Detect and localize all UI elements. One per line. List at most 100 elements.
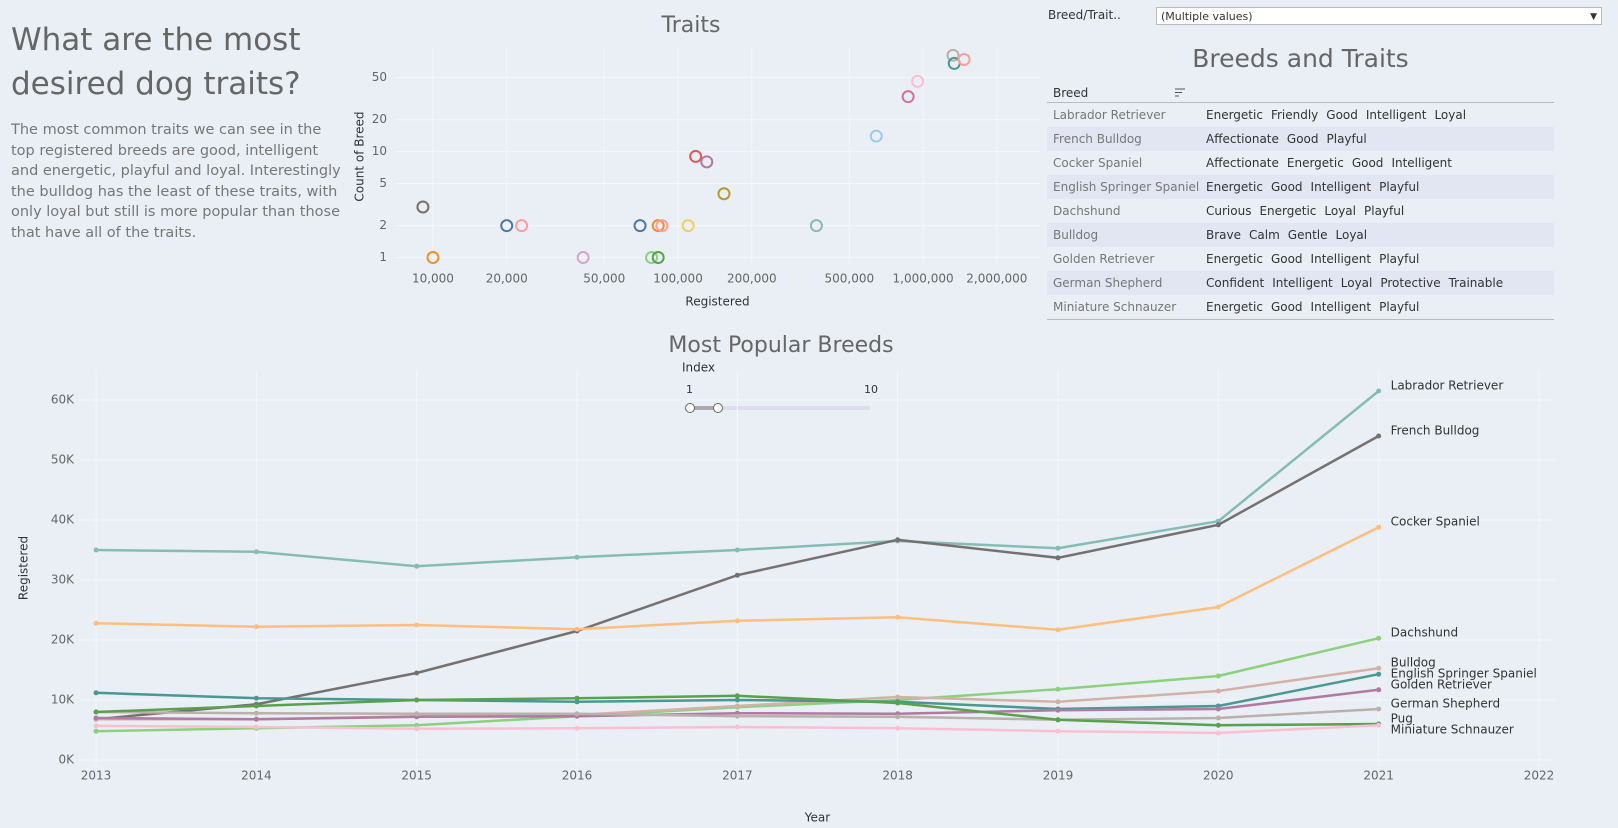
- x-tick-label: 20,000: [486, 272, 528, 286]
- scatter-point: [717, 187, 731, 201]
- series-point: [734, 693, 740, 699]
- trait: Confident: [1206, 276, 1265, 290]
- slider-max: 10: [864, 383, 878, 396]
- x-tick-label: 2022: [1524, 769, 1555, 783]
- trait: Good: [1286, 132, 1319, 146]
- breed-cell: Miniature Schnauzer: [1053, 295, 1176, 319]
- slider-min: 1: [686, 383, 693, 396]
- y-tick-label: 2: [379, 218, 387, 232]
- series-label: Dachshund: [1391, 626, 1458, 640]
- breed-cell: German Shepherd: [1053, 271, 1162, 295]
- series-label: French Bulldog: [1391, 424, 1480, 438]
- trait: Protective: [1380, 276, 1441, 290]
- breed-cell: Bulldog: [1053, 223, 1098, 247]
- trait: Playful: [1326, 132, 1367, 146]
- y-tick-label: 40K: [51, 513, 75, 527]
- series-point: [93, 723, 99, 729]
- x-tick-label: 2013: [81, 769, 112, 783]
- y-axis-label: Registered: [17, 536, 31, 600]
- trait: Energetic: [1206, 300, 1263, 314]
- filter-dropdown[interactable]: (Multiple values) ▼: [1156, 7, 1602, 25]
- y-tick-label: 50K: [51, 453, 75, 467]
- x-tick-label: 50,000: [583, 272, 625, 286]
- scatter-point: [869, 129, 883, 143]
- breed-cell: Cocker Spaniel: [1053, 151, 1142, 175]
- series-point: [1376, 524, 1382, 530]
- trait: Intelligent: [1310, 300, 1372, 314]
- trait: Playful: [1364, 204, 1405, 218]
- trait: Intelligent: [1365, 108, 1427, 122]
- slider-handle[interactable]: [685, 403, 695, 413]
- breed-cell: Dachshund: [1053, 199, 1120, 223]
- series-point: [1055, 728, 1061, 734]
- traits-cell: Affectionate Energetic Good Intelligent: [1206, 151, 1460, 175]
- slider-label: Index: [682, 361, 715, 375]
- traits-cell: Energetic Good Intelligent Playful: [1206, 295, 1427, 319]
- series-point: [93, 715, 99, 721]
- series-point: [1215, 722, 1221, 728]
- scatter-point: [911, 74, 925, 88]
- breed-cell: Golden Retriever: [1053, 247, 1154, 271]
- trait: Intelligent: [1310, 180, 1372, 194]
- table-row: Miniature Schnauzer Energetic Good Intellig…: [1047, 295, 1554, 319]
- series-point: [1376, 671, 1382, 677]
- series-point: [734, 724, 740, 730]
- x-tick-label: 200,000: [727, 272, 777, 286]
- series-label: Pug: [1391, 712, 1413, 726]
- trait: Curious: [1206, 204, 1252, 218]
- y-tick-label: 10K: [51, 693, 75, 707]
- y-tick-label: 30K: [51, 573, 75, 587]
- breed-name: Golden Retriever: [1053, 252, 1155, 266]
- column-header: Breed: [1053, 86, 1089, 100]
- chart-title: Most Popular Breeds: [668, 333, 893, 358]
- series-label: Bulldog: [1391, 656, 1436, 670]
- series-point: [574, 725, 580, 731]
- series-label: German Shepherd: [1391, 697, 1500, 711]
- series-point: [1215, 604, 1221, 610]
- series-point: [574, 711, 580, 717]
- scatter-point: [651, 219, 665, 233]
- traits-cell: Curious Energetic Loyal Playful: [1206, 199, 1412, 223]
- series-point: [93, 547, 99, 553]
- trait: Playful: [1379, 180, 1420, 194]
- series-point: [1376, 706, 1382, 712]
- table-row: Golden Retriever Energetic Good Intelligent…: [1047, 247, 1554, 271]
- scatter-point: [957, 52, 971, 66]
- series-point: [1215, 730, 1221, 736]
- series-point: [1376, 635, 1382, 641]
- x-tick-label: 10,000: [412, 272, 454, 286]
- series-point: [1055, 707, 1061, 713]
- series-point: [414, 622, 420, 628]
- x-tick-label: 2018: [882, 769, 913, 783]
- scatter-point: [500, 219, 514, 233]
- table-footer: [1047, 319, 1554, 320]
- series-point: [574, 626, 580, 632]
- scatter-point: [946, 48, 960, 62]
- table: Breed Labrador Retriever Energetic Friendly…: [1047, 84, 1554, 320]
- index-slider[interactable]: Index 1 10: [682, 361, 878, 413]
- slider-handle[interactable]: [713, 403, 723, 413]
- x-tick-label: 2021: [1363, 769, 1394, 783]
- series-point: [895, 614, 901, 620]
- y-tick-label: 20K: [51, 633, 75, 647]
- breed-name: French Bulldog: [1053, 132, 1142, 146]
- sort-icon[interactable]: [1175, 88, 1185, 97]
- trait: Playful: [1379, 300, 1420, 314]
- x-tick-label: 2014: [241, 769, 272, 783]
- series-point: [895, 700, 901, 706]
- x-tick-label: 2,000,000: [966, 272, 1027, 286]
- breed-cell: English Springer Spaniel: [1053, 175, 1199, 199]
- series-point: [895, 714, 901, 720]
- trait: Energetic: [1206, 252, 1263, 266]
- trait: Loyal: [1324, 204, 1356, 218]
- series-point: [734, 572, 740, 578]
- dropdown-arrow[interactable]: ▼: [1590, 12, 1597, 22]
- series-point: [1215, 673, 1221, 679]
- scatter-point: [809, 219, 823, 233]
- series-point: [574, 699, 580, 705]
- series-point: [1215, 518, 1221, 524]
- scatter-point: [633, 219, 647, 233]
- x-tick-label: 2015: [401, 769, 432, 783]
- y-tick-label: 0K: [58, 753, 75, 767]
